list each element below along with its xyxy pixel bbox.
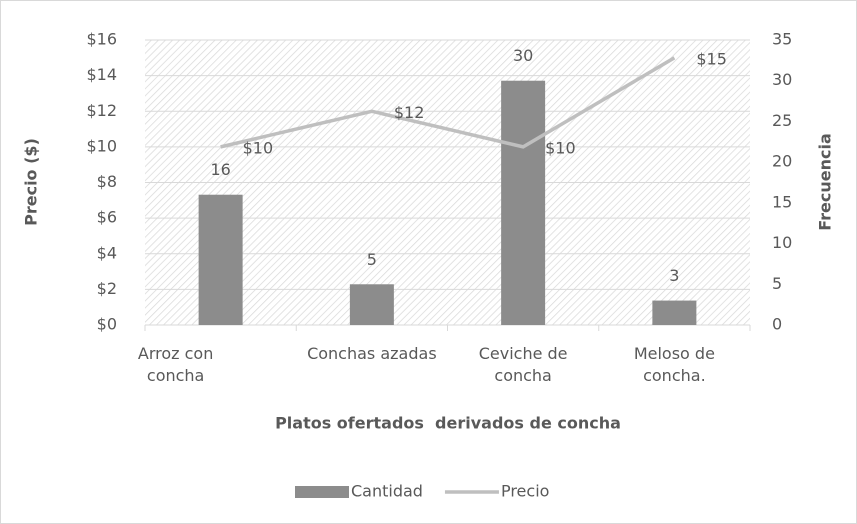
y2-tick-label: 10: [772, 233, 792, 252]
y-tick-label: $2: [97, 279, 117, 298]
y2-tick-label: 20: [772, 152, 792, 171]
y2-tick-label: 35: [772, 30, 792, 49]
data-label: $10: [545, 138, 576, 157]
y-tick-label: $12: [86, 101, 117, 120]
y2-axis-title: Frecuencia: [816, 133, 835, 231]
x-tick-label: Arroz con concha: [137, 344, 214, 385]
x-tick-label: Meloso de concha.: [633, 344, 715, 385]
data-label: $10: [243, 138, 274, 157]
y2-tick-label: 0: [772, 315, 782, 334]
y-tick-label: $6: [97, 208, 117, 227]
data-label: 5: [367, 250, 377, 269]
y-tick-label: $14: [86, 65, 117, 84]
y2-tick-label: 30: [772, 70, 792, 89]
bar: [198, 194, 243, 325]
data-label: 3: [669, 266, 679, 285]
y-tick-label: $8: [97, 172, 117, 191]
y2-tick-label: 25: [772, 111, 792, 130]
data-label: $15: [696, 49, 727, 68]
y2-tick-label: 5: [772, 274, 782, 293]
legend-swatch: [295, 486, 349, 498]
legend-label: Precio: [501, 482, 549, 501]
y2-tick-label: 15: [772, 192, 792, 211]
y-tick-label: $10: [86, 136, 117, 155]
x-tick-label: Conchas azadas: [307, 344, 437, 363]
y-tick-label: $16: [86, 30, 117, 49]
data-label: 16: [210, 160, 230, 179]
y-axis-title: Precio ($): [22, 138, 41, 226]
y-tick-label: $4: [97, 243, 117, 262]
bar: [501, 80, 546, 325]
data-label: 30: [513, 46, 533, 65]
x-axis-title: Platos ofertados derivados de concha: [275, 414, 621, 433]
bar: [652, 300, 697, 325]
legend-label: Cantidad: [351, 482, 423, 501]
bar: [349, 284, 394, 325]
data-label: $12: [394, 103, 425, 122]
line: [220, 56, 676, 149]
x-tick-label: Ceviche de concha: [478, 344, 568, 385]
y-tick-label: $0: [97, 315, 117, 334]
